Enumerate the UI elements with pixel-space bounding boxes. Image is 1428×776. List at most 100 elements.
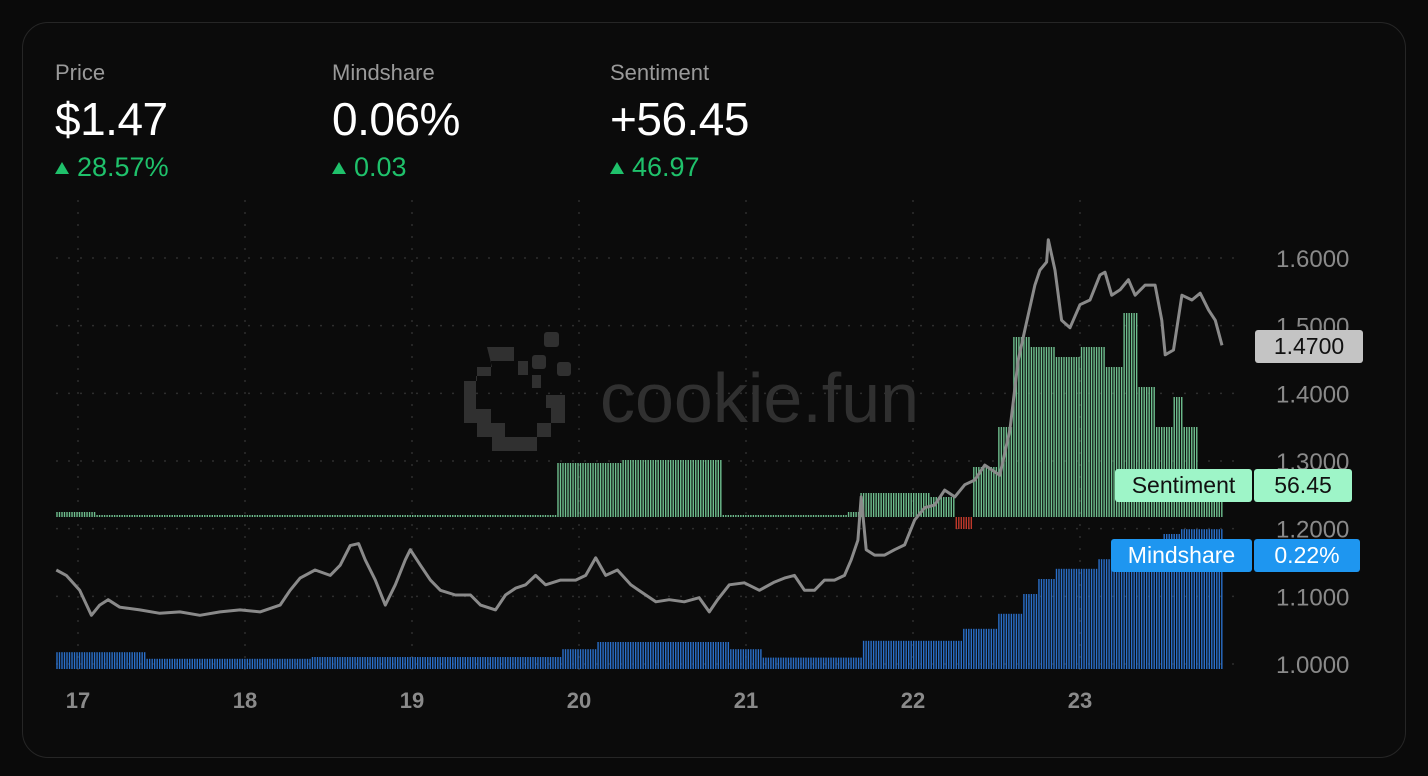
mindshare-bar (827, 657, 830, 669)
sentiment-bar (309, 515, 311, 517)
mindshare-bar (201, 658, 203, 669)
mindshare-bar (855, 657, 857, 669)
sentiment-bar (940, 497, 942, 517)
sentiment-bar (512, 515, 514, 517)
mindshare-bar (993, 628, 995, 669)
mindshare-bar (437, 657, 439, 669)
sentiment-bar (286, 515, 289, 517)
mindshare-bar (301, 658, 304, 669)
mindshare-bar (705, 642, 707, 669)
sentiment-bar (998, 427, 1000, 517)
mindshare-bar (111, 652, 113, 669)
mindshare-bar (1113, 559, 1115, 669)
mindshare-bar (1055, 568, 1058, 669)
mindshare-bar (867, 640, 870, 669)
sentiment-bar (928, 493, 930, 517)
mindshare-bar (246, 658, 249, 669)
sentiment-bar (634, 460, 637, 517)
sentiment-bar (492, 515, 494, 517)
sentiment-bar (108, 515, 111, 517)
mindshare-bar (269, 658, 271, 669)
sentiment-bar (730, 515, 732, 517)
mindshare-bar (447, 657, 449, 669)
mindshare-bar (1166, 534, 1168, 669)
mindshare-bar (790, 657, 792, 669)
sentiment-bar (479, 515, 482, 517)
sentiment-bar (419, 515, 421, 517)
sentiment-bar (1055, 357, 1058, 517)
mindshare-bar (1013, 613, 1015, 669)
sentiment-bar (609, 463, 612, 517)
mindshare-bar (504, 657, 507, 669)
mindshare-bar (677, 642, 679, 669)
mindshare-bar (68, 652, 71, 669)
sentiment-bar (534, 515, 537, 517)
mindshare-bar (261, 658, 264, 669)
sentiment-bar (1090, 347, 1093, 517)
mindshare-bar (1135, 559, 1138, 669)
mindshare-bar (424, 657, 426, 669)
mindshare-bar (174, 658, 176, 669)
mindshare-bar (945, 640, 947, 669)
sentiment-bar (1030, 347, 1033, 517)
mindshare-bar (294, 658, 296, 669)
sentiment-bar (514, 515, 517, 517)
mindshare-bar (517, 657, 519, 669)
sentiment-bar (454, 515, 456, 517)
sentiment-bar (910, 493, 912, 517)
sentiment-bar (256, 515, 259, 517)
up-arrow-icon (610, 161, 624, 174)
mindshare-bar (862, 640, 865, 669)
crumb-icon (532, 355, 546, 369)
mindshare-bar (482, 657, 484, 669)
mindshare-bar (63, 652, 66, 669)
mindshare-bar (206, 658, 208, 669)
mindshare-bar (281, 658, 284, 669)
sentiment-bar (780, 515, 782, 517)
y-tick-label: 1.0000 (1276, 652, 1349, 679)
sentiment-bar (830, 515, 832, 517)
sentiment-bar (78, 512, 81, 517)
mindshare-bar (71, 652, 73, 669)
sentiment-bar (251, 515, 254, 517)
sentiment-bar (381, 515, 384, 517)
mindshare-bar (762, 657, 765, 669)
sentiment-bar (785, 515, 787, 517)
mindshare-bar (840, 657, 842, 669)
mindshare-bar (1073, 568, 1075, 669)
mindshare-bar (291, 658, 294, 669)
mindshare-bar (720, 642, 722, 669)
mindshare-bar (321, 657, 324, 669)
mindshare-bar (371, 657, 374, 669)
mindshare-bar (582, 649, 584, 669)
sentiment-bar (1128, 313, 1130, 517)
sentiment-bar (644, 460, 647, 517)
sentiment-bar (1176, 397, 1178, 517)
sentiment-bar (1073, 357, 1075, 517)
mindshare-bar (950, 640, 952, 669)
mindshare-bar (1168, 534, 1170, 669)
sentiment-bar (294, 515, 296, 517)
mindshare-bar (1083, 568, 1085, 669)
sentiment-bar (862, 493, 865, 517)
mindshare-bar (241, 658, 244, 669)
mindshare-bar (1181, 529, 1183, 669)
mindshare-bar (512, 657, 514, 669)
mindshare-bar (1088, 568, 1090, 669)
mindshare-bar (647, 642, 649, 669)
mindshare-bar (772, 657, 775, 669)
sentiment-bar (737, 515, 740, 517)
mindshare-bar (637, 642, 639, 669)
sentiment-bar (236, 515, 239, 517)
mindshare-bar (965, 628, 968, 669)
mindshare-bar (642, 642, 644, 669)
sentiment-bar (907, 493, 910, 517)
sentiment-bar (790, 515, 792, 517)
sentiment-bar (905, 493, 907, 517)
mindshare-bar (454, 657, 456, 669)
sentiment-bar (116, 515, 118, 517)
sentiment-bar (867, 493, 870, 517)
mindshare-bar (810, 657, 812, 669)
stat-label: Mindshare (332, 60, 435, 85)
